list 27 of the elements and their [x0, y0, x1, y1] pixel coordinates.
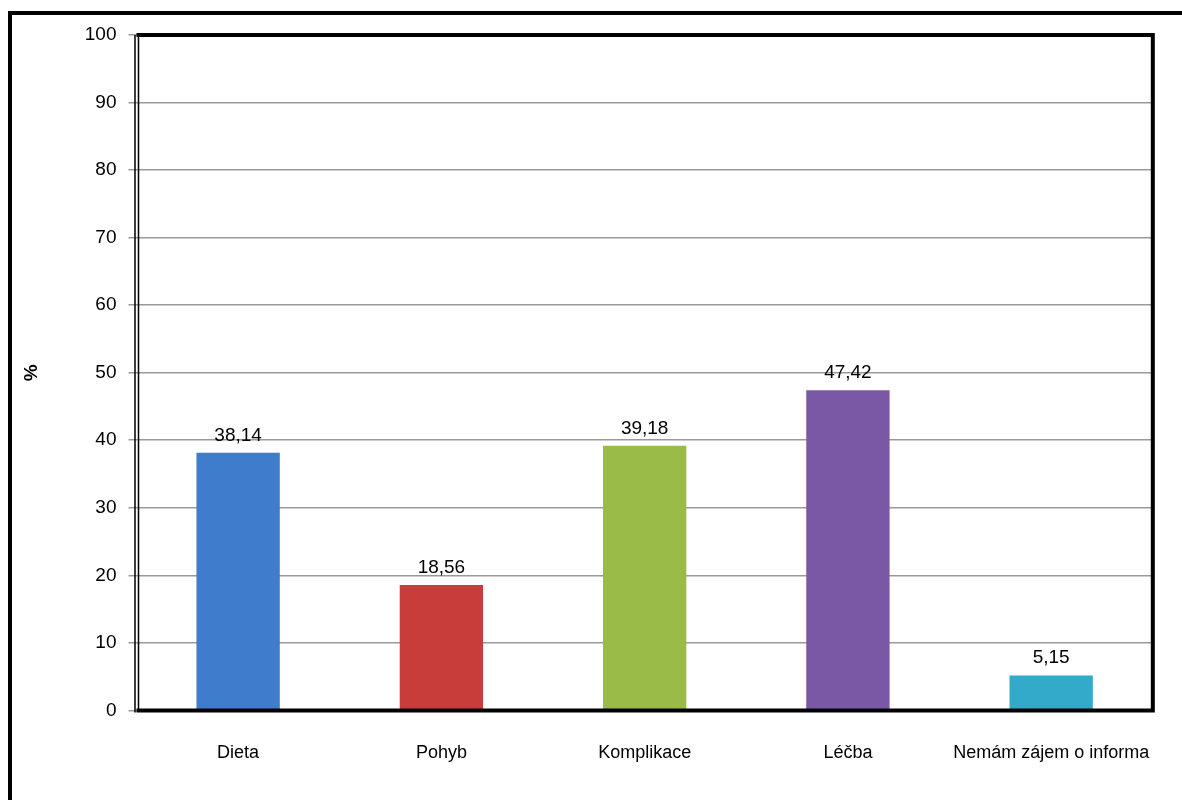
data-label: 38,14 — [214, 423, 263, 445]
data-label: 39,18 — [620, 416, 669, 438]
y-tick-label: 80 — [95, 158, 117, 180]
x-tick-label: Komplikace — [598, 742, 692, 763]
x-tick-label: Pohyb — [415, 742, 467, 763]
y-tick-label: 60 — [95, 293, 117, 315]
y-tick-label: 100 — [84, 23, 117, 45]
y-tick-label: 30 — [95, 496, 117, 518]
y-tick-label: 70 — [95, 225, 117, 247]
y-tick-label: 0 — [105, 698, 117, 720]
x-tick-label: Nemám zájem o informa — [953, 742, 1151, 763]
bar — [602, 445, 687, 710]
y-tick-label: 50 — [95, 360, 117, 382]
data-label: 5,15 — [1032, 646, 1070, 668]
y-tick-label: 40 — [95, 428, 117, 450]
bar — [806, 390, 890, 710]
y-axis-title: % — [19, 364, 41, 382]
y-tick-label: 90 — [95, 90, 117, 112]
y-tick-label: 20 — [95, 563, 117, 585]
bar — [196, 452, 280, 710]
x-tick-label: Dieta — [217, 742, 261, 763]
y-tick-label: 10 — [95, 631, 117, 653]
data-label: 18,56 — [417, 555, 466, 577]
bar — [399, 585, 484, 710]
data-label: 47,42 — [824, 360, 872, 382]
bar — [1009, 675, 1093, 710]
x-tick-label: Léčba — [823, 742, 874, 763]
